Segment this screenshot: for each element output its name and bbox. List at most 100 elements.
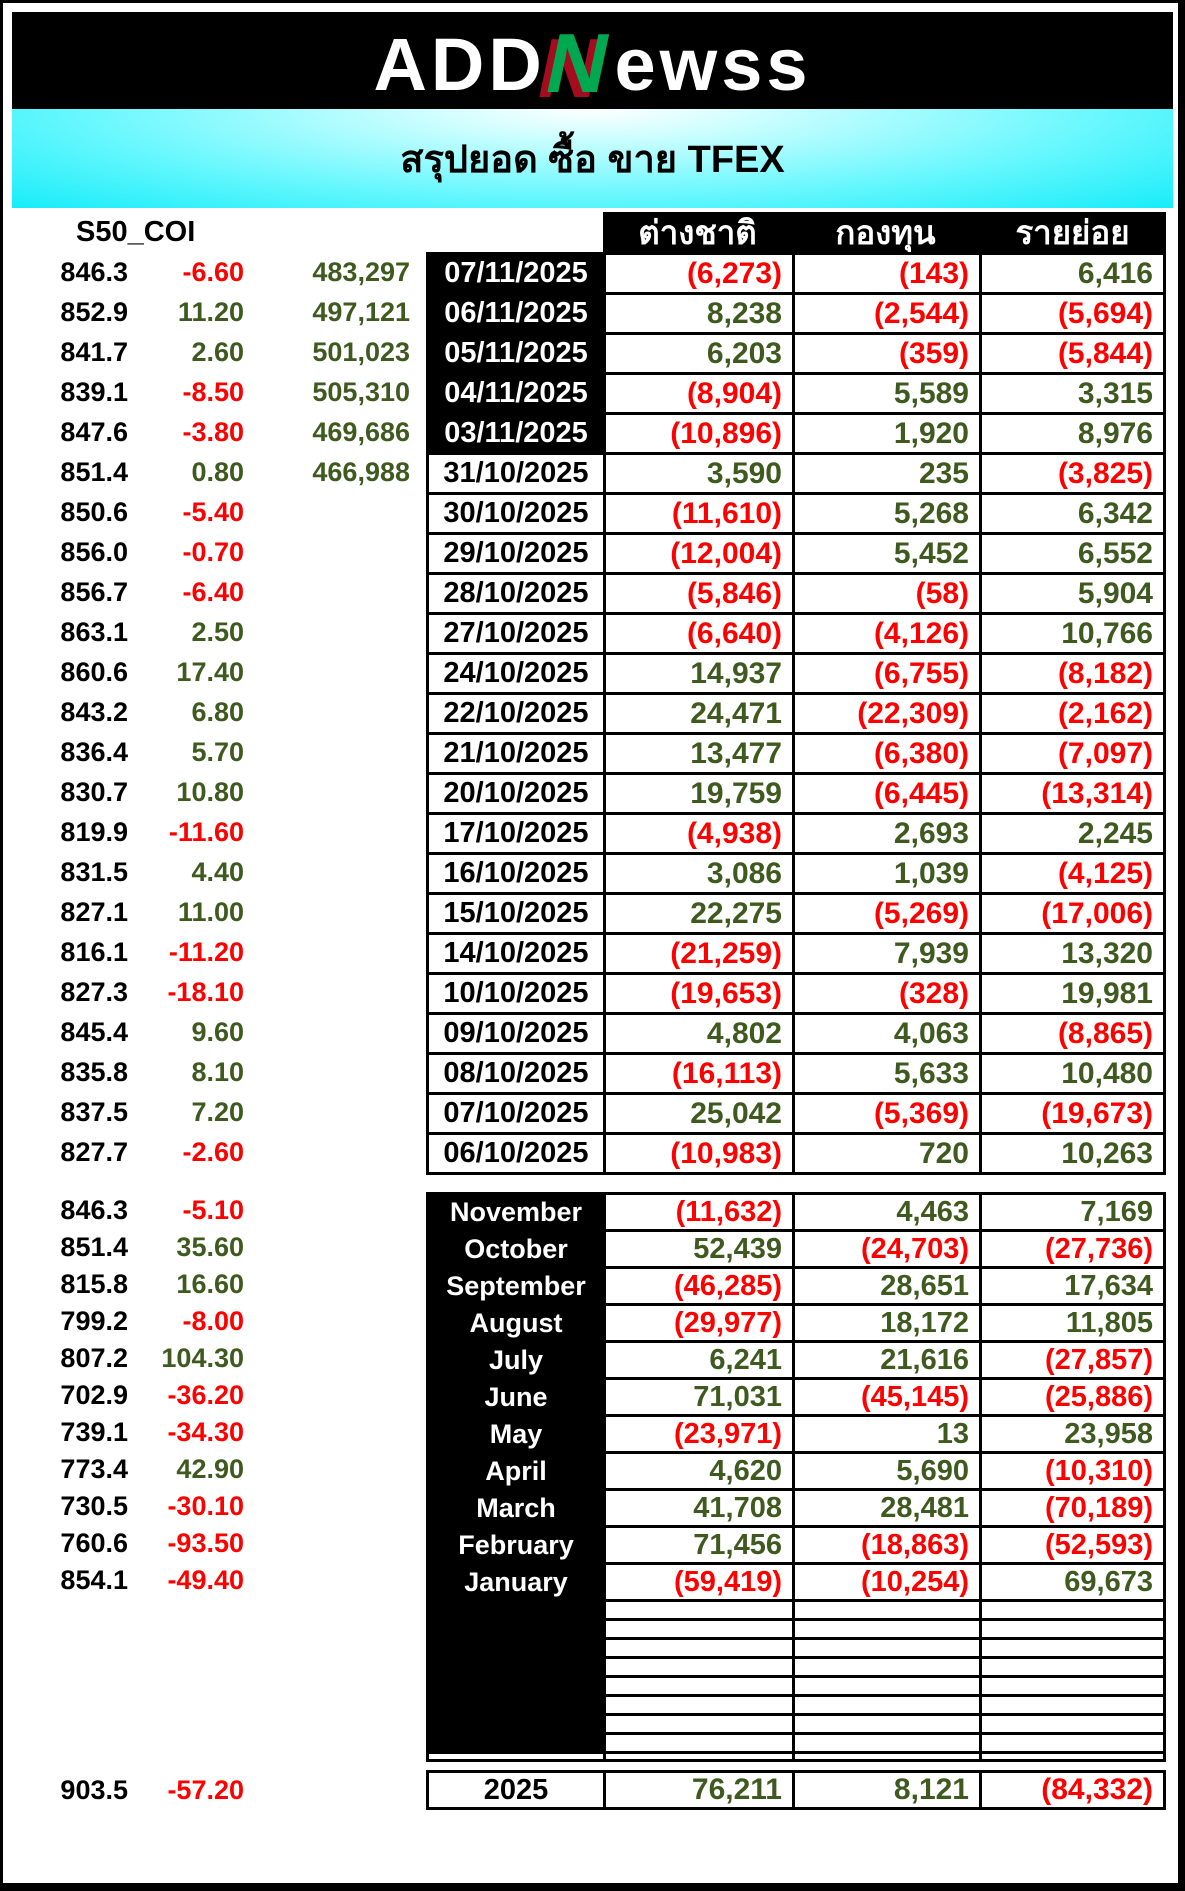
symbol-label: S50_COI <box>76 216 196 248</box>
foreign-value: (10,896) <box>603 412 792 452</box>
fund-value-empty <box>792 1637 979 1656</box>
date-cell: 31/10/2025 <box>426 452 603 492</box>
retail-value: 69,673 <box>979 1562 1166 1599</box>
close-price: 773.4 <box>60 1454 128 1484</box>
close-price: 852.9 <box>60 296 128 327</box>
daily-row: 839.1 -8.50 505,310 04/11/2025 (8,904) 5,589 3… <box>0 372 1185 412</box>
column-gap <box>410 1132 426 1172</box>
close-price: 827.7 <box>60 1136 128 1167</box>
foreign-value: (19,653) <box>603 972 792 1012</box>
column-gap <box>410 852 426 892</box>
fund-value: 5,633 <box>792 1052 979 1092</box>
close-price <box>0 1732 128 1751</box>
logo-letter-n: N <box>537 15 623 110</box>
column-gap <box>410 692 426 732</box>
fund-value: 4,463 <box>792 1192 979 1229</box>
foreign-value: (6,640) <box>603 612 792 652</box>
foreign-value-empty <box>603 1732 792 1751</box>
column-gap <box>410 1052 426 1092</box>
month-cell-empty <box>426 1713 603 1732</box>
column-gap <box>410 1562 426 1599</box>
date-cell: 21/10/2025 <box>426 732 603 772</box>
open-interest <box>244 1694 410 1713</box>
fund-value-empty <box>792 1599 979 1618</box>
retail-value-empty <box>979 1618 1166 1637</box>
open-interest <box>244 692 410 732</box>
daily-row: 827.7 -2.60 06/10/2025 (10,983) 720 10,263 <box>0 1132 1185 1172</box>
date-cell: 16/10/2025 <box>426 852 603 892</box>
open-interest <box>244 572 410 612</box>
monthly-row: 702.9 -36.20 June 71,031 (45,145) (25,886) <box>0 1377 1185 1414</box>
price-change: 4.40 <box>191 856 244 887</box>
month-cell-empty <box>426 1599 603 1618</box>
foreign-value: (10,983) <box>603 1132 792 1172</box>
close-price: 836.4 <box>60 736 128 767</box>
month-cell: October <box>426 1229 603 1266</box>
price-change: -2.60 <box>182 1136 244 1167</box>
foreign-value: 71,456 <box>603 1525 792 1562</box>
retail-value: 10,480 <box>979 1052 1166 1092</box>
daily-row: 851.4 0.80 466,988 31/10/2025 3,590 235 (3,825… <box>0 452 1185 492</box>
foreign-value: 3,086 <box>603 852 792 892</box>
foreign-value: (21,259) <box>603 932 792 972</box>
daily-row: 827.1 11.00 15/10/2025 22,275 (5,269) (17,006… <box>0 892 1185 932</box>
retail-value: 13,320 <box>979 932 1166 972</box>
price-change: -6.60 <box>182 256 244 287</box>
daily-row: 852.9 11.20 497,121 06/11/2025 8,238 (2,544)(… <box>0 292 1185 332</box>
close-price: 827.3 <box>60 976 128 1007</box>
column-gap <box>410 652 426 692</box>
price-change: 0.80 <box>191 456 244 487</box>
foreign-value: 19,759 <box>603 772 792 812</box>
open-interest <box>244 732 410 772</box>
fund-value: (328) <box>792 972 979 1012</box>
close-price: 760.6 <box>60 1528 128 1558</box>
daily-row: 827.3 -18.10 10/10/2025 (19,653) (328) 19,981 <box>0 972 1185 1012</box>
close-price: 819.9 <box>60 816 128 847</box>
close-price: 739.1 <box>60 1417 128 1447</box>
open-interest: 483,297 <box>312 256 410 287</box>
column-gap <box>410 1012 426 1052</box>
open-interest <box>244 1377 410 1414</box>
close-price: 815.8 <box>60 1269 128 1299</box>
retail-value: 6,416 <box>979 252 1166 292</box>
close-price: 854.1 <box>60 1565 128 1595</box>
empty-row <box>0 1732 1185 1751</box>
date-cell: 14/10/2025 <box>426 932 603 972</box>
retail-value: (2,162) <box>979 692 1166 732</box>
close-price: 847.6 <box>60 416 128 447</box>
open-interest <box>244 1656 410 1675</box>
open-interest <box>244 532 410 572</box>
close-price: 702.9 <box>60 1380 128 1410</box>
column-gap <box>410 1637 426 1656</box>
fund-value: 5,452 <box>792 532 979 572</box>
month-cell: March <box>426 1488 603 1525</box>
open-interest <box>244 1618 410 1637</box>
retail-value: (27,857) <box>979 1340 1166 1377</box>
column-gap <box>410 572 426 612</box>
open-interest <box>244 1637 410 1656</box>
fund-value: 235 <box>792 452 979 492</box>
open-interest: 497,121 <box>312 296 410 327</box>
retail-value: (5,844) <box>979 332 1166 372</box>
retail-value: (13,314) <box>979 772 1166 812</box>
header-fund: กองทุน <box>835 213 936 251</box>
price-change <box>128 1713 244 1732</box>
column-gap <box>410 1525 426 1562</box>
close-price: 856.0 <box>60 536 128 567</box>
retail-value-empty <box>979 1656 1166 1675</box>
price-change: 5.70 <box>191 736 244 767</box>
daily-row: 843.2 6.80 22/10/2025 24,471 (22,309) (2,162) <box>0 692 1185 732</box>
date-cell: 03/11/2025 <box>426 412 603 452</box>
close-price <box>0 1618 128 1637</box>
close-price: 835.8 <box>60 1056 128 1087</box>
empty-row <box>0 1618 1185 1637</box>
fund-value: 4,063 <box>792 1012 979 1052</box>
open-interest <box>244 892 410 932</box>
open-interest <box>244 1414 410 1451</box>
page-border-bottom <box>0 1883 1185 1891</box>
date-cell: 28/10/2025 <box>426 572 603 612</box>
foreign-value: (16,113) <box>603 1052 792 1092</box>
column-gap <box>410 1303 426 1340</box>
month-cell: May <box>426 1414 603 1451</box>
column-gap <box>410 1451 426 1488</box>
